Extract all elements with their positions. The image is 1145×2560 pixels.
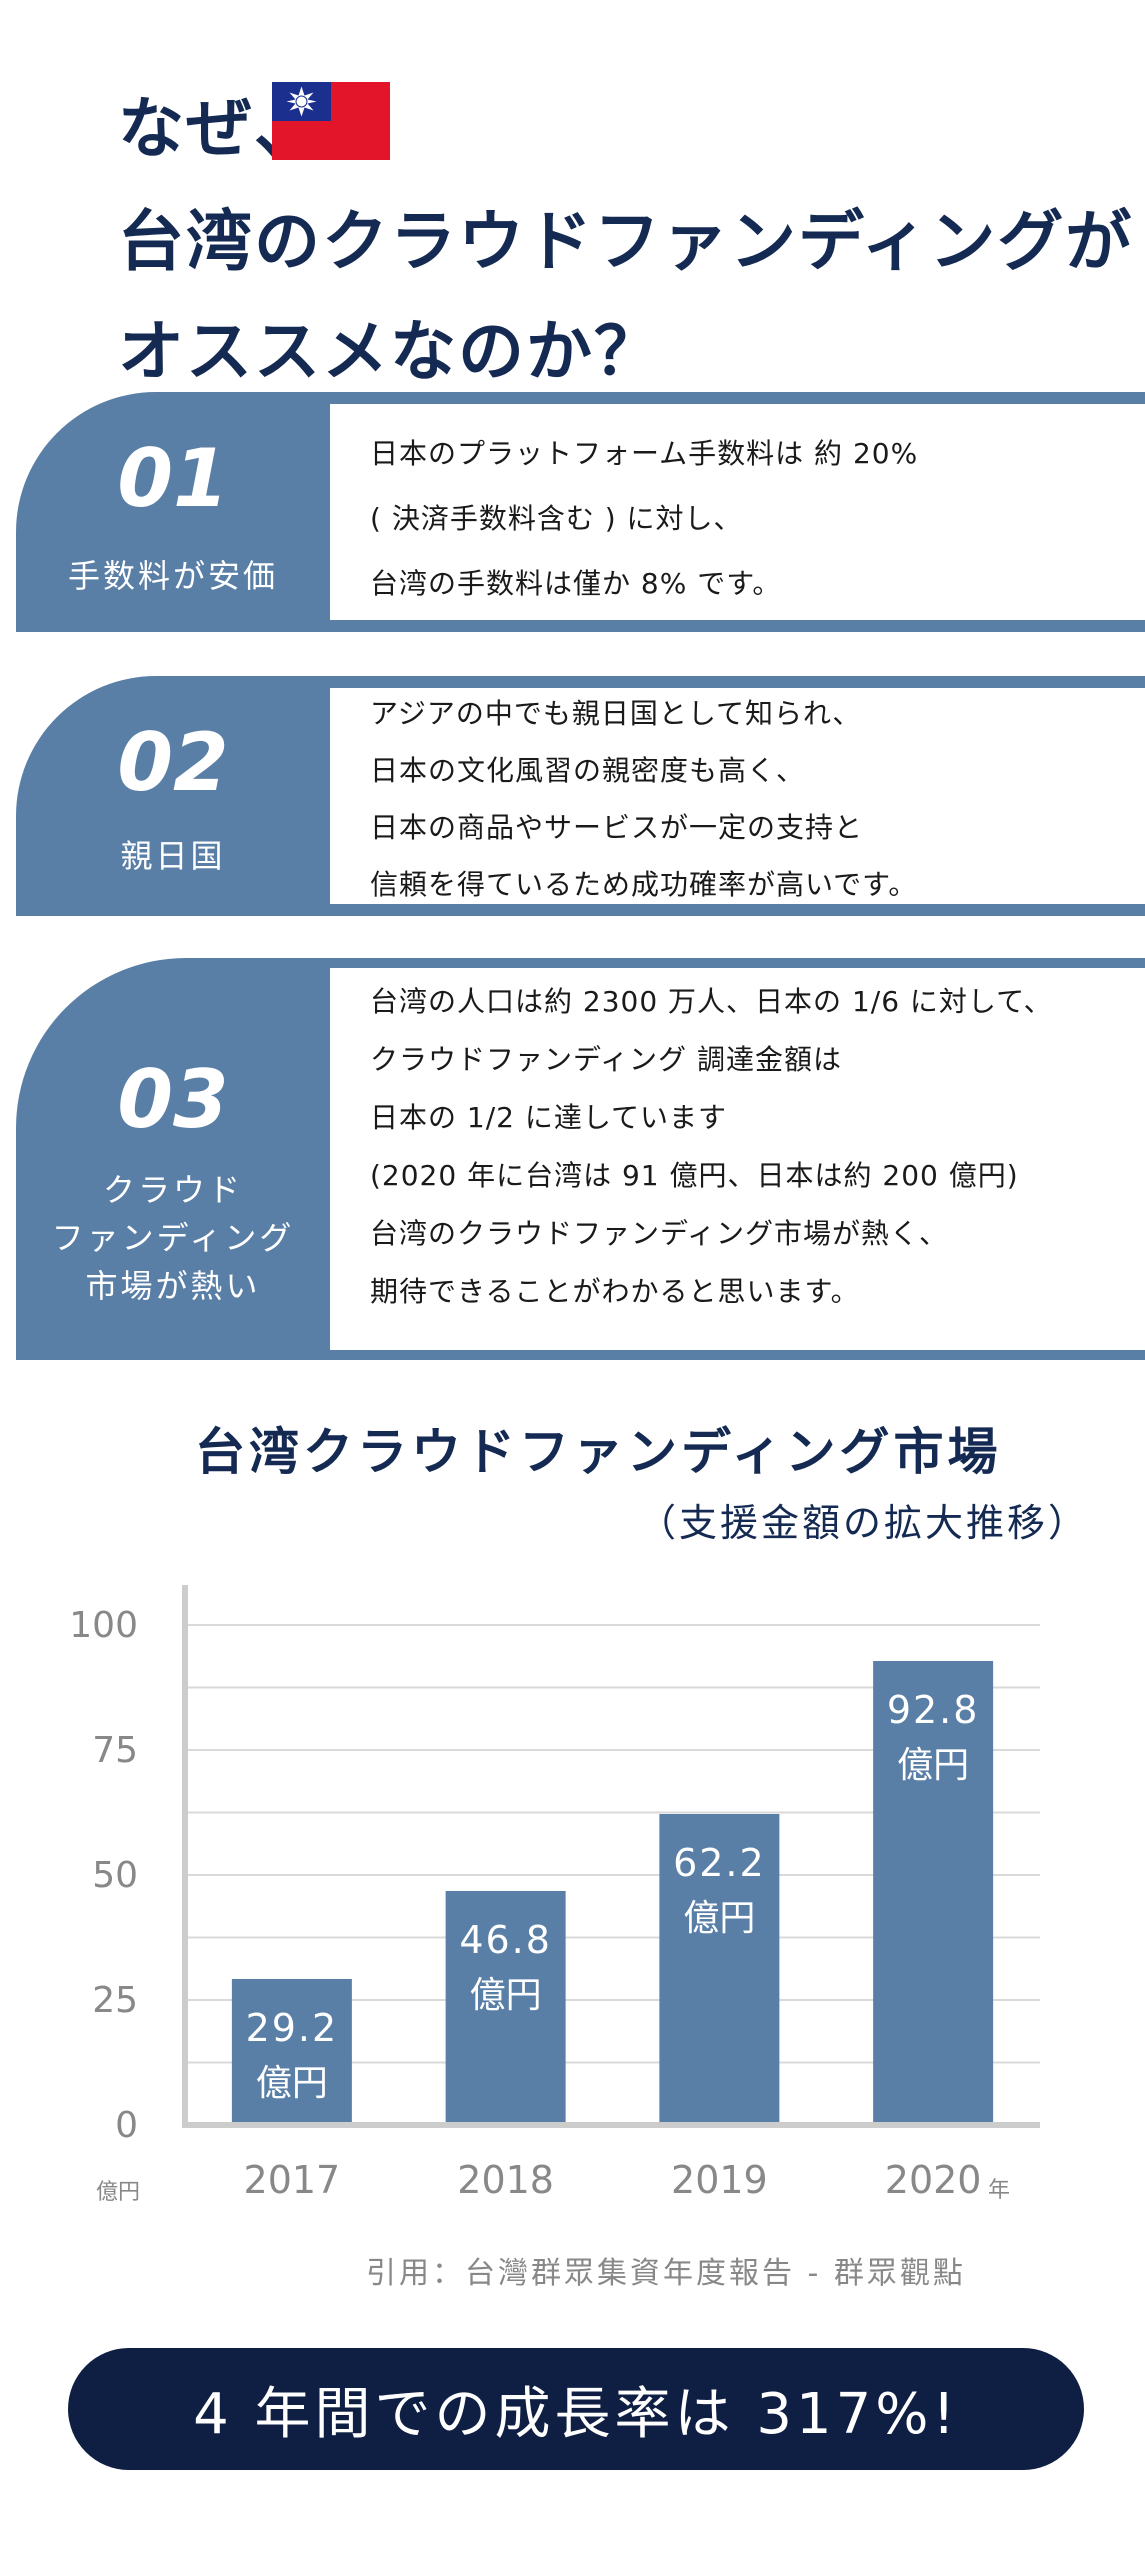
point-label-line: クラウド — [102, 1171, 243, 1209]
bar-unit-label: 億円 — [470, 1975, 542, 2016]
bar-2020 — [873, 1661, 994, 2122]
y-tick-label: 75 — [92, 1730, 138, 1771]
x-axis-unit: 年 — [988, 2178, 1011, 2203]
bar-value-label: 46.8 — [459, 1918, 552, 1962]
point-label: 手数料が安価 — [16, 550, 330, 602]
bar-2017 — [231, 1979, 352, 2122]
point-text-line: 日本の文化風習の親密度も高く、 — [370, 754, 806, 787]
growth-banner: 4 年間での成長率は 317%! — [68, 2348, 1084, 2470]
point-text-line: ( 決済手数料含む ) に対し、 — [370, 502, 743, 535]
x-tick-label: 2017 — [244, 2158, 341, 2202]
point-text-line: 信頼を得ているため成功確率が高いです。 — [370, 868, 918, 901]
bar-chart: 0 25 50 75 100 29.2 億円 2017 46.8 億円 2018 62.2 億円 2019… — [69, 1585, 1040, 2202]
point-number: 02 — [117, 716, 229, 809]
bar-2019 — [659, 1814, 780, 2122]
point-label: 親日国 — [16, 830, 330, 882]
point-text-line: 期待できることがわかると思います。 — [370, 1275, 860, 1308]
point-text-line: アジアの中でも親日国として知られ、 — [370, 697, 862, 730]
point-description: アジアの中でも親日国として知られ、 日本の文化風習の親密度も高く、 日本の商品や… — [370, 692, 917, 920]
y-tick-label: 25 — [92, 1980, 138, 2021]
point-text-line: 日本のプラットフォーム手数料は 約 20% — [370, 437, 919, 470]
point-label-line: 手数料が安価 — [67, 557, 278, 595]
point-description: 日本のプラットフォーム手数料は 約 20% ( 決済手数料含む ) に対し、 台… — [370, 432, 918, 627]
point-label-line: 市場が熱い — [85, 1267, 261, 1305]
x-tick-label: 2018 — [457, 2158, 554, 2202]
point-number: 03 — [117, 1053, 229, 1146]
bar-value-label: 92.8 — [887, 1688, 980, 1732]
x-tick-label: 2020 — [885, 2158, 982, 2202]
y-tick-label: 50 — [92, 1855, 138, 1896]
point-text-line: 台湾のクラウドファンディング市場が熱く、 — [370, 1217, 949, 1250]
point-text-line: 台湾の手数料は僅か 8% です。 — [370, 567, 782, 600]
bar-2018 — [445, 1891, 566, 2122]
x-tick-label: 2019 — [671, 2158, 768, 2202]
bar-unit-label: 億円 — [897, 1745, 969, 1786]
bar-unit-label: 億円 — [683, 1898, 755, 1939]
taiwan-flag-icon — [272, 82, 390, 160]
source-citation: 引用：台灣群眾集資年度報告 - 群眾觀點 — [366, 2256, 966, 2291]
bar-value-label: 29.2 — [246, 2006, 339, 2050]
point-label: クラウド ファンディング 市場が熱い — [16, 1166, 330, 1310]
point-card-03: 03 クラウド ファンディング 市場が熱い 台湾の人口は約 2300 万人、日本… — [16, 958, 1145, 1360]
chart-subtitle: （支援金額の拡大推移） — [638, 1501, 1090, 1545]
point-card-02: 02 親日国 アジアの中でも親日国として知られ、 日本の文化風習の親密度も高く、… — [16, 676, 1145, 916]
point-card-01: 01 手数料が安価 日本のプラットフォーム手数料は 約 20% ( 決済手数料含… — [16, 392, 1145, 632]
y-axis-unit: 億円 — [96, 2180, 141, 2205]
chart-title: 台湾クラウドファンディング市場 — [195, 1423, 1002, 1481]
point-text-line: (2020 年に台湾は 91 億円、日本は約 200 億円) — [370, 1159, 1019, 1192]
bar-value-label: 62.2 — [673, 1841, 766, 1885]
point-text-line: クラウドファンディング 調達金額は — [370, 1043, 842, 1076]
point-text-line: 台湾の人口は約 2300 万人、日本の 1/6 に対して、 — [370, 985, 1053, 1018]
heading-line-2: 台湾のクラウドファンディングが — [118, 203, 1134, 280]
point-label-line: ファンディング — [51, 1219, 295, 1257]
y-tick-label: 100 — [69, 1605, 138, 1646]
heading-line-3: オススメなのか？ — [118, 313, 662, 390]
point-text-line: 日本の商品やサービスが一定の支持と — [370, 811, 864, 844]
point-text-line: 日本の 1/2 に達しています — [370, 1101, 728, 1134]
y-tick-label: 0 — [115, 2105, 138, 2146]
point-number: 01 — [117, 432, 229, 525]
growth-banner-text: 4 年間での成長率は 317%! — [193, 2381, 959, 2447]
bar-unit-label: 億円 — [256, 2063, 328, 2104]
point-label-line: 親日国 — [120, 837, 226, 875]
point-description: 台湾の人口は約 2300 万人、日本の 1/6 に対して、 クラウドファンディン… — [370, 980, 1053, 1328]
